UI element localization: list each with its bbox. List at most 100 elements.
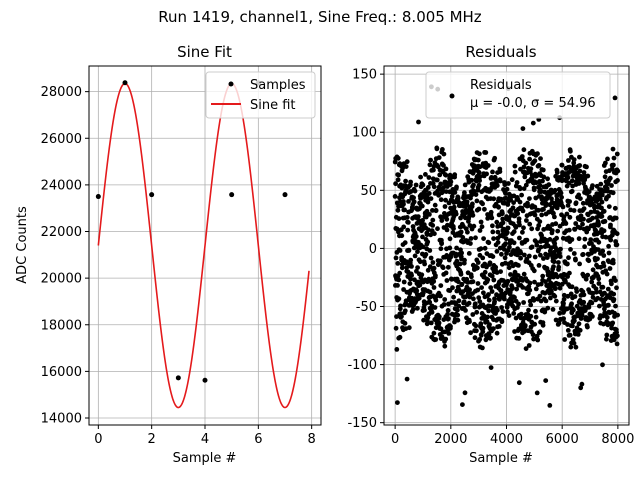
residual-point (493, 264, 499, 270)
residual-point (455, 195, 461, 201)
residual-point (530, 332, 536, 338)
residual-point (409, 273, 414, 278)
residual-point (476, 182, 482, 188)
residual-point (396, 277, 402, 283)
residual-point (408, 179, 413, 185)
residual-point (601, 208, 607, 214)
residual-point (610, 260, 616, 266)
sine-fit-ytick-label: 28000 (41, 85, 82, 100)
residual-point (556, 260, 561, 265)
residual-point (596, 281, 602, 286)
residual-point (463, 308, 468, 313)
sine-fit-title: Sine Fit (177, 43, 232, 61)
residual-point (531, 187, 537, 193)
residual-point (606, 193, 611, 199)
residual-point (511, 229, 517, 235)
residual-point (541, 256, 546, 261)
residual-point (552, 214, 557, 220)
residual-point (490, 229, 496, 235)
sample-point (122, 80, 128, 86)
residual-point (554, 170, 560, 175)
residual-point (474, 198, 480, 204)
residual-point (482, 206, 487, 212)
sine-fit-legend: Samples Sine fit (205, 71, 316, 119)
residual-point (568, 247, 573, 252)
residual-point (529, 244, 535, 250)
residual-point (571, 208, 577, 213)
sample-point (202, 377, 208, 383)
legend-residuals-marker (449, 93, 455, 99)
residual-point (431, 184, 437, 190)
residual-point (532, 254, 538, 260)
residual-point (401, 224, 407, 230)
residual-point (500, 216, 506, 222)
residual-point (516, 263, 521, 268)
residual-point (613, 278, 618, 283)
residual-point (441, 302, 447, 307)
residual-point (416, 119, 421, 125)
residual-point (614, 242, 620, 248)
residual-point (486, 292, 491, 297)
residual-point (501, 247, 507, 252)
residual-point (567, 199, 572, 204)
residual-point (505, 278, 511, 284)
residual-point (441, 185, 446, 191)
residuals-panel: Residuals 0 2000 4000 6000 8000 -150 -100 -50 0 5… (347, 43, 634, 466)
residual-point (467, 294, 473, 300)
residual-point (568, 148, 573, 154)
residual-point (441, 163, 446, 168)
sample-point (282, 192, 288, 198)
residual-point (445, 264, 451, 270)
residual-point (489, 289, 495, 294)
residual-point (572, 294, 578, 299)
residual-point (420, 244, 426, 250)
residual-point (457, 261, 463, 267)
residual-point (439, 218, 445, 223)
residuals-plot-area (392, 84, 621, 408)
residual-point (486, 331, 492, 337)
residual-point (579, 313, 585, 318)
residual-point (554, 235, 559, 241)
residual-point (425, 239, 431, 245)
residual-point (448, 324, 453, 329)
residual-point (397, 334, 403, 340)
residual-point (446, 316, 451, 321)
residual-point (485, 277, 491, 283)
residual-point (523, 346, 529, 351)
residual-point (528, 313, 534, 319)
sine-fit-ytick-label: 22000 (41, 225, 82, 240)
residual-point (565, 328, 571, 333)
residual-point (571, 157, 577, 163)
residual-point (520, 285, 526, 290)
residual-point (527, 298, 533, 304)
residual-point (480, 201, 485, 207)
residual-point (455, 317, 461, 323)
residual-point (518, 250, 524, 256)
residual-point (536, 223, 542, 228)
residual-point (478, 332, 484, 338)
residuals-xtick-label: 4000 (490, 432, 523, 447)
residual-point (553, 221, 559, 227)
residual-point (396, 172, 401, 178)
residual-point (535, 337, 541, 343)
sample-point (229, 192, 235, 198)
residual-point (533, 286, 539, 292)
residual-point (396, 296, 402, 302)
residual-point (503, 191, 508, 196)
sine-fit-ylabel: ADC Counts (15, 206, 30, 284)
residual-point (586, 226, 591, 232)
residuals-ytick-label: 150 (352, 68, 377, 83)
residual-point (527, 287, 533, 293)
residual-point (531, 297, 537, 303)
residual-point (494, 270, 500, 275)
residual-point (586, 258, 592, 264)
residual-point (459, 281, 465, 287)
residual-point (514, 180, 520, 185)
residual-point (557, 310, 563, 316)
residual-point (585, 272, 591, 278)
residual-point (442, 297, 448, 302)
residual-point (561, 292, 567, 298)
residual-point (477, 228, 483, 233)
residuals-ytick-label: 50 (360, 184, 377, 199)
residual-point (491, 277, 497, 283)
